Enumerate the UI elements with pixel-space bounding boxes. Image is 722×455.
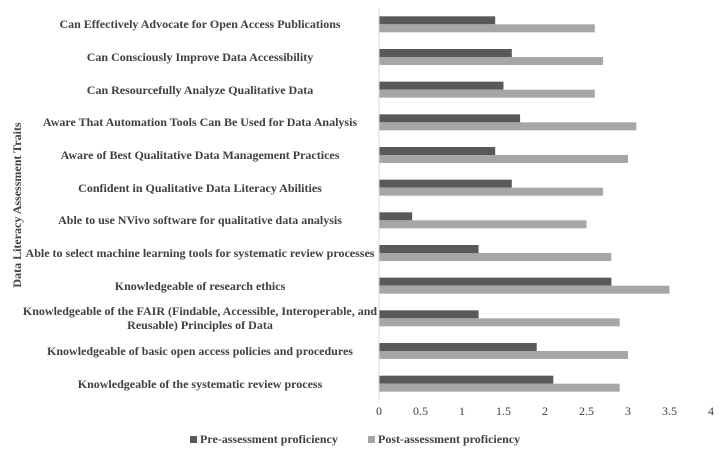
y-axis-title: Data Literacy Assessment Traits [10, 122, 24, 288]
x-tick-label: 1 [459, 404, 465, 418]
bar [379, 220, 587, 229]
x-tick-label: 0.5 [413, 404, 428, 418]
x-tick-label: 2 [542, 404, 548, 418]
bar [379, 114, 521, 123]
bar [379, 179, 512, 188]
x-tick-label: 3.5 [662, 404, 677, 418]
y-tick-label: Knowledgeable of the systematic review p… [77, 376, 323, 391]
x-tick-label: 1.5 [496, 404, 511, 418]
bar [379, 277, 612, 286]
y-tick-label: Knowledgeable of basic open access polic… [47, 344, 353, 358]
bar [379, 383, 620, 392]
x-tick-label: 4 [708, 404, 714, 418]
bar [379, 285, 670, 294]
y-tick-label: Knowledgeable of research ethics [114, 278, 286, 293]
bar [379, 375, 554, 384]
y-tick-label: Aware of Best Qualitative Data Managemen… [60, 148, 340, 162]
bar [379, 310, 479, 319]
bar [379, 147, 496, 155]
y-tick-label: Can Effectively Advocate for Open Access… [59, 17, 341, 32]
legend-swatch [190, 436, 197, 443]
x-tick-label: 0 [376, 404, 382, 418]
bar [379, 24, 595, 33]
y-tick-label: Able to select machine learning tools fo… [25, 246, 375, 260]
bar [379, 212, 413, 221]
y-tick-label: Confident in Qualitative Data Literacy A… [78, 180, 322, 195]
bar [379, 16, 496, 25]
bar [379, 245, 479, 253]
bar [379, 318, 620, 327]
bar [379, 155, 628, 163]
legend-label: Pre-assessment proficiency [200, 432, 338, 446]
y-tick-label: Aware That Automation Tools Can Be Used … [42, 115, 358, 130]
y-tick-label: Able to use NVivo software for qualitati… [58, 213, 342, 228]
bar [379, 81, 504, 90]
bar [379, 253, 612, 261]
y-tick-label: Knowledgeable of the FAIR (Findable, Acc… [22, 304, 378, 333]
x-tick-label: 2.5 [579, 404, 594, 418]
bar [379, 57, 604, 65]
y-tick-label: Can Resourcefully Analyze Qualitative Da… [86, 82, 314, 97]
legend-label: Post-assessment proficiency [378, 432, 520, 446]
bar [379, 351, 628, 359]
bar [379, 122, 637, 131]
bar [379, 89, 595, 98]
bar [379, 187, 604, 196]
legend-swatch [368, 436, 375, 443]
bar [379, 343, 537, 351]
bar [379, 49, 512, 57]
y-tick-label: Can Consciously Improve Data Accessibili… [86, 50, 314, 64]
x-tick-label: 3 [625, 404, 631, 418]
